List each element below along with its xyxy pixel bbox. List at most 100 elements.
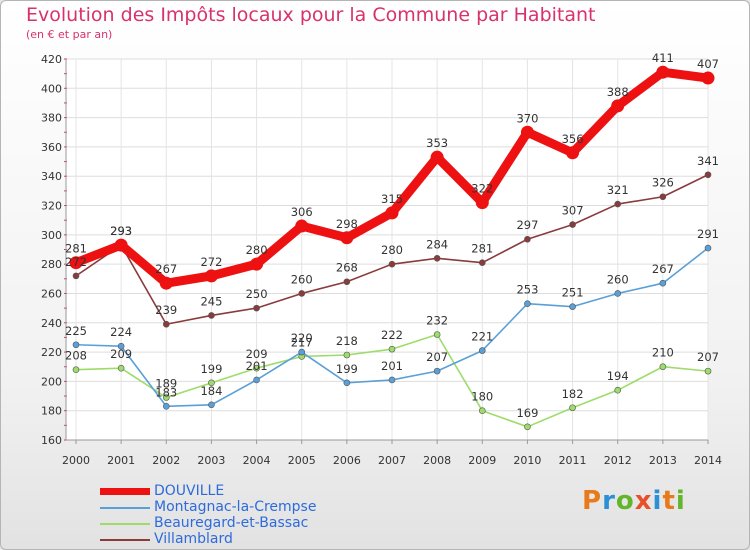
y-tick-label: 380 (41, 112, 62, 125)
data-point (69, 256, 83, 270)
data-label: 411 (652, 51, 674, 65)
chart-subtitle: (en € et par an) (26, 28, 113, 41)
data-label: 182 (562, 387, 584, 401)
data-label: 209 (246, 347, 268, 361)
data-label: 201 (246, 359, 268, 373)
legend-label: Beauregard-et-Bassac (154, 515, 309, 531)
data-label: 232 (426, 313, 448, 327)
y-tick-label: 420 (41, 53, 62, 66)
logo-letter: t (662, 486, 676, 516)
y-tick-label: 300 (41, 229, 62, 242)
data-label: 239 (155, 303, 177, 317)
data-label: 280 (381, 243, 403, 257)
legend-swatch (100, 507, 150, 509)
x-tick-label: 2003 (197, 454, 225, 467)
data-label: 293 (110, 224, 132, 238)
data-point (298, 348, 306, 356)
data-label: 370 (516, 111, 538, 125)
data-label: 293 (110, 224, 132, 238)
data-label: 267 (155, 262, 177, 276)
data-point (298, 290, 306, 297)
data-point (117, 364, 125, 372)
x-tick-label: 2002 (152, 454, 180, 467)
data-label: 169 (516, 406, 538, 420)
data-label: 194 (607, 369, 629, 383)
data-point (343, 278, 351, 286)
data-point (162, 320, 170, 328)
data-point (704, 171, 712, 179)
data-point (208, 401, 215, 409)
data-point (569, 404, 576, 412)
data-point (704, 244, 712, 252)
data-label: 207 (697, 350, 719, 364)
data-label: 201 (381, 359, 403, 373)
data-point (475, 196, 489, 210)
data-point (114, 238, 128, 252)
legend-swatch (100, 488, 150, 495)
data-point (204, 269, 218, 283)
data-point (656, 65, 670, 79)
data-point (659, 279, 667, 287)
logo-letter: i (675, 486, 686, 516)
data-label: 180 (471, 390, 493, 404)
data-point (659, 193, 667, 201)
data-point (614, 200, 622, 208)
data-label: 291 (697, 227, 719, 241)
data-label: 326 (652, 176, 674, 190)
x-tick-label: 2011 (559, 454, 587, 467)
data-label: 209 (110, 347, 132, 361)
data-point (524, 235, 531, 243)
data-point (343, 351, 351, 359)
y-tick-label: 240 (41, 317, 62, 330)
y-tick-label: 320 (41, 200, 62, 213)
data-point (72, 341, 80, 349)
logo-letter: x (634, 486, 653, 516)
legend-label: DOUVILLE (154, 483, 225, 499)
y-tick-label: 400 (41, 82, 62, 95)
x-tick-label: 2014 (694, 454, 722, 467)
data-point (253, 364, 260, 372)
data-point (72, 366, 80, 373)
data-label: 407 (697, 57, 719, 71)
data-point (388, 260, 396, 268)
data-label: 341 (697, 154, 719, 168)
data-label: 284 (426, 237, 448, 251)
data-point (430, 150, 444, 164)
data-label: 221 (471, 330, 493, 344)
y-tick-label: 340 (41, 170, 62, 183)
y-tick-label: 220 (41, 346, 62, 359)
data-label: 272 (200, 255, 222, 269)
data-point (524, 423, 531, 431)
data-label: 356 (562, 132, 584, 146)
data-label: 272 (65, 255, 87, 269)
legend-label: Montagnac-la-Crempse (154, 499, 317, 515)
data-point (253, 376, 260, 384)
x-tick-label: 2009 (468, 454, 496, 467)
data-point (159, 276, 173, 290)
data-label: 353 (426, 136, 448, 150)
data-label: 322 (471, 182, 493, 196)
data-point (704, 367, 712, 375)
data-label: 281 (65, 242, 87, 256)
data-point (388, 376, 396, 384)
y-tick-label: 160 (41, 434, 62, 447)
data-label: 207 (426, 350, 448, 364)
data-point (611, 99, 625, 113)
x-tick-label: 2006 (333, 454, 361, 467)
data-point (208, 379, 215, 387)
data-label: 218 (336, 334, 358, 348)
data-point (343, 379, 351, 387)
data-label: 199 (336, 362, 358, 376)
proxiti-logo: Proxiti (582, 486, 686, 516)
logo-letter: r (602, 486, 616, 516)
x-tick-label: 2000 (62, 454, 90, 467)
x-tick-label: 2008 (423, 454, 451, 467)
data-point (478, 259, 486, 266)
legend-swatch (100, 523, 150, 525)
data-point (208, 312, 215, 319)
x-tick-label: 2013 (649, 454, 677, 467)
x-tick-label: 2010 (513, 454, 541, 467)
logo-letter: o (615, 486, 635, 516)
logo-letter: i (652, 486, 663, 516)
